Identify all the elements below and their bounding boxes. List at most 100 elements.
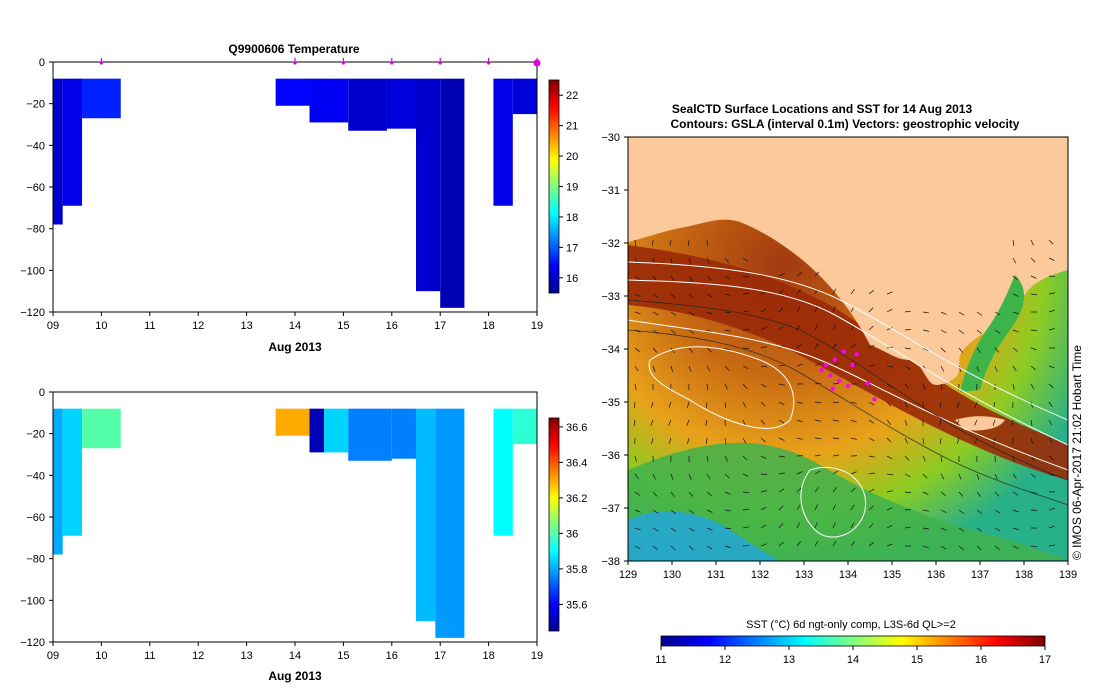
velocity-vector — [1012, 545, 1019, 549]
velocity-vector — [956, 401, 960, 408]
velocity-vector — [742, 491, 750, 493]
velocity-vector — [1030, 293, 1037, 296]
velocity-vector — [668, 419, 672, 426]
velocity-vector — [724, 455, 728, 462]
velocity-vector — [651, 437, 654, 444]
profile-cell — [309, 78, 349, 123]
profile-cell — [82, 78, 121, 119]
velocity-vector — [742, 419, 746, 426]
lat-tick-label: −32 — [601, 238, 620, 250]
profile-cell — [493, 408, 513, 536]
velocity-vector — [922, 437, 925, 444]
velocity-vector — [886, 365, 893, 368]
velocity-vector — [886, 455, 893, 460]
velocity-vector — [796, 471, 803, 475]
profile-cell — [493, 78, 513, 206]
seal-location — [837, 378, 842, 383]
velocity-vector — [778, 325, 784, 331]
velocity-vector — [904, 473, 911, 478]
velocity-vector — [724, 401, 727, 408]
x-tick-label: 17 — [434, 650, 446, 662]
colorbar-tick-label: 35.8 — [566, 564, 587, 576]
velocity-vector — [814, 454, 821, 457]
velocity-vector — [868, 307, 874, 313]
colorbar-tick-label: 36.6 — [566, 422, 587, 434]
velocity-vector — [868, 401, 875, 406]
velocity-vector — [1030, 545, 1037, 548]
y-tick-label: −40 — [26, 470, 45, 482]
bathymetry-contours — [628, 299, 1068, 506]
velocity-vector — [760, 401, 766, 407]
velocity-vector — [940, 491, 946, 497]
colorbar-tick-label: 16 — [566, 273, 578, 285]
lat-tick-label: −38 — [601, 556, 620, 568]
gsla-contours — [628, 261, 1068, 538]
velocity-vector — [706, 293, 713, 298]
lon-tick-label: 136 — [927, 569, 945, 581]
velocity-vector — [994, 311, 1001, 316]
velocity-vector — [742, 310, 749, 313]
map-subtitle: Contours: GSLA (interval 0.1m) Vectors: … — [671, 117, 1020, 131]
profile-marker-dot — [438, 61, 442, 65]
velocity-vector — [886, 291, 893, 295]
velocity-vector — [742, 365, 749, 370]
x-tick-label: 14 — [289, 650, 301, 662]
profile-cell — [324, 408, 349, 453]
velocity-vector — [850, 504, 855, 511]
velocity-vector — [778, 472, 785, 475]
lon-tick-label: 130 — [663, 569, 681, 581]
velocity-vector — [814, 522, 818, 529]
velocity-vector — [940, 545, 947, 550]
velocity-vector — [994, 491, 1000, 497]
colorbar-tick-label: 21 — [566, 121, 578, 133]
velocity-vector — [760, 308, 767, 313]
velocity-vector — [688, 329, 695, 334]
velocity-vector — [688, 257, 691, 264]
y-tick-label: −60 — [26, 182, 45, 194]
velocity-vector — [832, 454, 839, 457]
velocity-vector — [886, 419, 891, 425]
salinity-y-axis: 0 −20 −40 −60 −80 −100 −120 — [20, 387, 53, 649]
x-tick-label: 18 — [482, 320, 494, 332]
x-tick-label: 11 — [144, 320, 155, 332]
velocity-vector — [724, 329, 731, 332]
x-tick-label: 10 — [95, 320, 107, 332]
velocity-vector — [706, 257, 710, 264]
velocity-vector — [670, 311, 677, 316]
colorbar-tick-label: 17 — [566, 242, 578, 254]
profile-cell — [275, 78, 310, 106]
velocity-vector — [724, 347, 731, 351]
velocity-vector — [1030, 365, 1036, 371]
velocity-vector — [706, 311, 713, 315]
velocity-vector — [670, 347, 675, 354]
colorbar-tick-label: 20 — [566, 151, 578, 163]
velocity-vector — [796, 504, 801, 511]
velocity-vector — [778, 523, 784, 529]
lon-tick-label: 138 — [1015, 569, 1033, 581]
velocity-vector — [1012, 509, 1019, 513]
velocity-vector — [724, 365, 730, 371]
profile-cell — [512, 78, 537, 115]
profile-cell — [348, 408, 392, 461]
velocity-vector — [1012, 275, 1018, 281]
credit-text: © IMOS 06-Apr-2017 21:02 Hobart Time — [1070, 345, 1084, 560]
velocity-vector — [705, 419, 708, 426]
velocity-vector — [868, 437, 875, 442]
salinity-profile-cells — [53, 408, 537, 638]
velocity-vector — [958, 311, 965, 316]
y-tick-label: −20 — [26, 99, 45, 111]
velocity-vector — [868, 344, 875, 349]
velocity-vector — [1048, 401, 1053, 408]
velocity-vector — [868, 523, 874, 529]
x-tick-label: 19 — [531, 650, 543, 662]
velocity-vector — [939, 419, 942, 426]
velocity-vector — [633, 419, 636, 426]
x-tick-label: 15 — [337, 320, 349, 332]
velocity-vector — [976, 509, 982, 514]
velocity-vector — [904, 437, 908, 444]
velocity-vector — [940, 455, 943, 462]
velocity-vector — [1048, 544, 1055, 547]
velocity-vector — [832, 470, 839, 475]
velocity-vector — [1012, 293, 1019, 297]
seal-location — [872, 397, 877, 402]
